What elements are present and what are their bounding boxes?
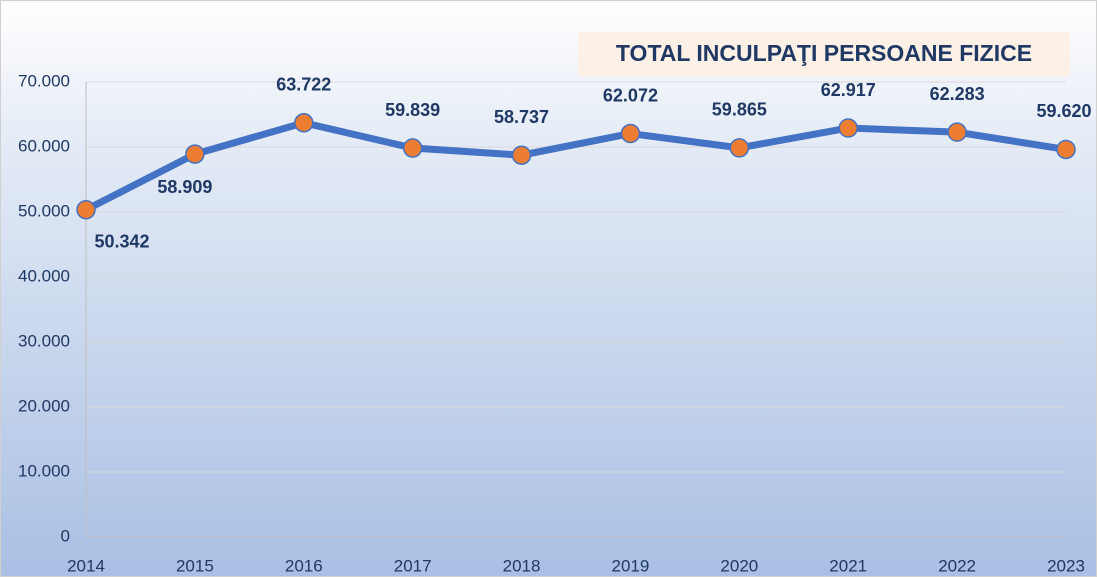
x-tick-label: 2023 [1047, 556, 1085, 575]
data-label: 50.342 [94, 232, 149, 252]
x-tick-label: 2018 [503, 556, 541, 575]
x-tick-label: 2020 [720, 556, 758, 575]
data-label: 63.722 [276, 75, 331, 95]
data-label: 59.865 [712, 100, 767, 120]
marker [1056, 139, 1076, 160]
y-tick-label: 60.000 [18, 136, 70, 155]
data-label: 62.072 [603, 85, 658, 105]
marker [838, 118, 858, 138]
y-tick-label: 30.000 [18, 331, 70, 350]
marker [76, 200, 96, 220]
marker [620, 123, 641, 144]
title-box [578, 32, 1070, 76]
data-label: 58.737 [494, 107, 549, 127]
y-tick-label: 40.000 [18, 266, 70, 285]
marker [185, 144, 205, 164]
y-tick-label: 10.000 [18, 461, 70, 480]
data-label: 59.839 [385, 100, 440, 120]
data-label: 59.620 [1036, 101, 1091, 121]
chart-title: TOTAL INCULPAŢI PERSOANE FIZICE [616, 40, 1032, 66]
y-tick-label: 0 [61, 526, 70, 545]
x-tick-label: 2022 [938, 556, 976, 575]
x-tick-label: 2021 [829, 556, 867, 575]
y-tick-label: 20.000 [18, 396, 70, 415]
marker [511, 145, 532, 165]
x-tick-label: 2017 [394, 556, 432, 575]
data-label: 62.283 [930, 84, 985, 104]
x-tick-label: 2014 [67, 556, 105, 575]
marker [729, 138, 750, 158]
y-tick-label: 70.000 [18, 71, 70, 90]
marker [947, 122, 967, 142]
x-tick-label: 2019 [612, 556, 650, 575]
x-tick-label: 2016 [285, 556, 323, 575]
marker [294, 113, 314, 133]
marker [402, 138, 423, 158]
line [84, 119, 1067, 213]
y-tick-label: 50.000 [18, 201, 70, 220]
data-label: 58.909 [157, 177, 212, 197]
x-tick-label: 2015 [176, 556, 214, 575]
data-label: 62.917 [821, 80, 876, 100]
